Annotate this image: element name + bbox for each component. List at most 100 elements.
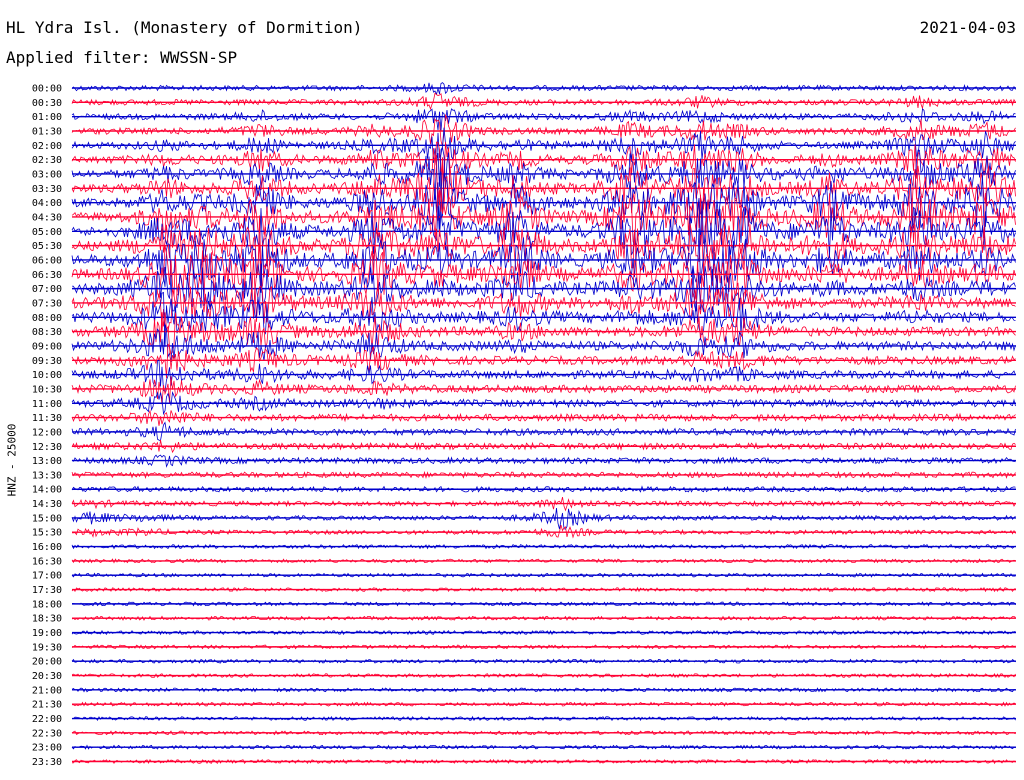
trace-series [71, 470, 1016, 480]
trace-series [71, 282, 1016, 334]
trace-series [71, 439, 1016, 454]
date-label: 2021-04-03 [919, 18, 1016, 37]
time-tick-label: 13:30 [32, 470, 62, 481]
trace-series [71, 171, 1016, 232]
trace-series [71, 146, 1016, 200]
time-tick-label: 17:30 [32, 585, 62, 596]
time-tick-label: 08:30 [32, 327, 62, 338]
time-tick-label: 07:30 [32, 298, 62, 309]
time-tick-label: 12:00 [32, 427, 62, 438]
station-title: HL Ydra Isl. (Monastery of Dormition) [6, 18, 363, 37]
trace-series [71, 629, 1016, 636]
time-tick-label: 20:30 [32, 671, 62, 682]
time-tick-label: 14:30 [32, 499, 62, 510]
trace-series [71, 658, 1016, 664]
time-tick-label: 17:00 [32, 571, 62, 582]
trace-series [71, 127, 1016, 166]
time-tick-label: 04:30 [32, 212, 62, 223]
trace-series [71, 141, 1016, 182]
time-tick-label: 08:00 [32, 313, 62, 324]
time-tick-label: 16:30 [32, 556, 62, 567]
trace-series [71, 187, 1016, 246]
trace-series [71, 263, 1016, 313]
trace-series [71, 155, 1016, 221]
trace-series [71, 409, 1016, 426]
time-tick-label: 15:00 [32, 513, 62, 524]
time-tick-label: 10:00 [32, 370, 62, 381]
time-tick-label: 19:30 [32, 642, 62, 653]
filter-label: Applied filter: WWSSN-SP [6, 48, 238, 67]
trace-series [72, 524, 1016, 539]
time-tick-label: 18:00 [32, 599, 62, 610]
trace-series [71, 359, 1016, 393]
time-tick-label: 06:30 [32, 270, 62, 281]
trace-series [72, 601, 1016, 607]
tick-labels: 00:00 00:30 01:00 01:30 02:00 02:30 03:00 03:30… [32, 84, 62, 769]
time-tick-label: 01:30 [32, 126, 62, 137]
time-tick-label: 21:00 [32, 685, 62, 696]
time-tick-label: 07:00 [32, 284, 62, 295]
trace-series [71, 497, 1016, 512]
trace-series [71, 672, 1016, 679]
time-tick-label: 05:30 [32, 241, 62, 252]
time-tick-label: 00:30 [32, 98, 62, 109]
trace-series [71, 243, 1016, 304]
time-tick-label: 01:00 [32, 112, 62, 123]
time-tick-label: 21:30 [32, 700, 62, 711]
trace-series [71, 376, 1016, 405]
time-tick-label: 02:30 [32, 155, 62, 166]
trace-series [71, 572, 1016, 578]
trace-series [71, 215, 1016, 276]
time-tick-label: 10:30 [32, 384, 62, 395]
time-tick-label: 05:00 [32, 227, 62, 238]
time-tick-label: 23:30 [32, 757, 62, 768]
time-tick-label: 03:30 [32, 184, 62, 195]
trace-series [71, 108, 1016, 131]
trace-series [71, 701, 1016, 707]
time-tick-label: 16:00 [32, 542, 62, 553]
time-tick-label: 09:00 [32, 341, 62, 352]
trace-series [71, 291, 1016, 347]
trace-series [71, 343, 1016, 379]
time-tick-label: 15:30 [32, 528, 62, 539]
time-tick-label: 14:00 [32, 485, 62, 496]
trace-series [71, 644, 1016, 650]
trace-series [71, 715, 1016, 722]
trace-series [71, 615, 1016, 622]
trace-series [71, 312, 1016, 355]
trace-series [71, 197, 1016, 258]
time-tick-label: 18:30 [32, 614, 62, 625]
time-tick-label: 12:30 [32, 442, 62, 453]
trace-group [71, 82, 1016, 765]
time-tick-label: 06:00 [32, 255, 62, 266]
time-tick-label: 04:00 [32, 198, 62, 209]
time-tick-label: 19:00 [32, 628, 62, 639]
trace-series [71, 687, 1016, 693]
trace-series [71, 113, 1016, 147]
trace-series [71, 228, 1016, 293]
time-tick-label: 22:00 [32, 714, 62, 725]
trace-series [71, 82, 1016, 96]
trace-series [71, 485, 1016, 493]
trace-series [71, 324, 1016, 362]
time-tick-label: 03:00 [32, 169, 62, 180]
trace-series [72, 758, 1016, 765]
time-tick-label: 11:00 [32, 399, 62, 410]
time-tick-label: 23:00 [32, 743, 62, 754]
time-tick-label: 00:00 [32, 84, 62, 95]
trace-series [71, 507, 1016, 530]
time-tick-label: 22:30 [32, 728, 62, 739]
time-tick-label: 02:00 [32, 141, 62, 152]
trace-series [71, 543, 1016, 550]
time-tick-label: 09:30 [32, 356, 62, 367]
trace-series [71, 421, 1016, 442]
time-tick-label: 13:00 [32, 456, 62, 467]
trace-series [71, 730, 1016, 736]
trace-series [71, 744, 1016, 750]
trace-series [71, 454, 1016, 468]
time-tick-label: 11:30 [32, 413, 62, 424]
trace-series [71, 92, 1016, 111]
trace-series [71, 391, 1016, 416]
trace-series [71, 586, 1016, 593]
